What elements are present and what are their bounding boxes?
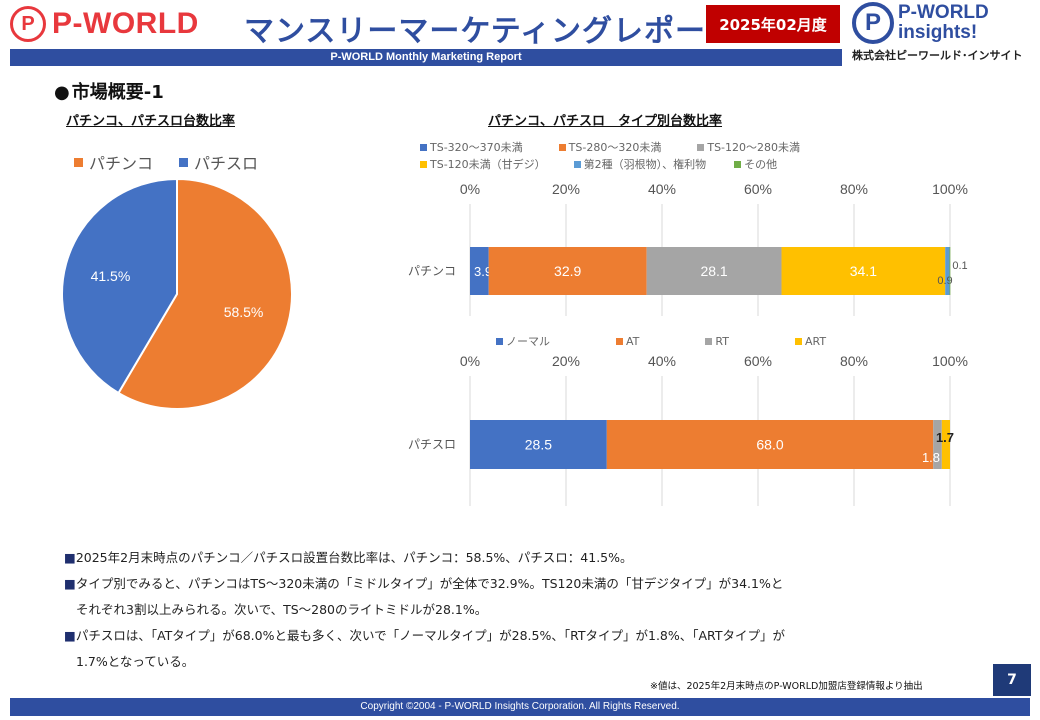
bar-data-label: 0.1 xyxy=(952,260,967,272)
legend-swatch xyxy=(74,157,83,167)
insights-logo-line1: P-WORLD xyxy=(898,2,989,23)
pie-legend: パチンコ パチスロ xyxy=(74,150,258,174)
pachinko-bar-chart: 0% 20% 40% 60% 80% 100% パチンコ 3.9 32.9 28.1 34.1 0.9… xyxy=(408,181,968,316)
pachislot-bar-chart: 0% 20% 40% 60% 80% 100% パチスロ 28.5 68.0 1.8 1.7 xyxy=(408,353,968,506)
pachinko-legend-row2: TS-120未満（甘デジ） 第2種（羽根物）、権利物 その他 xyxy=(420,156,777,172)
section-heading: 市場概要-1 xyxy=(54,78,164,104)
x-tick-label: 80% xyxy=(840,353,868,369)
bar-segment xyxy=(470,420,607,469)
bar-data-label: 0.9 xyxy=(937,275,952,287)
insights-logo-mark: P xyxy=(852,2,894,44)
bar-segment xyxy=(470,247,489,295)
report-title: マンスリーマーケティングレポート xyxy=(244,14,737,49)
subtitle-bar: P-WORLD Monthly Marketing Report xyxy=(10,49,842,66)
note-item-continuation: それぞれ3割以上みられる。次いで、TS～280のライトミドルが28.1%。 xyxy=(76,602,488,617)
legend-item: AT xyxy=(616,333,639,349)
pie-chart: 58.5% 41.5% xyxy=(61,177,293,410)
bar-data-label: 68.0 xyxy=(756,437,783,453)
source-footnote: ※値は、2025年2月末時点のP-WORLD加盟店登録情報より抽出 xyxy=(650,681,923,692)
bar-segment xyxy=(606,420,934,469)
bar-data-label: 28.5 xyxy=(525,437,552,453)
bar-data-label: 34.1 xyxy=(850,263,877,279)
pachinko-legend-row1: TS-320～370未満 TS-280～320未満 TS-120～280未満 xyxy=(420,139,800,155)
pie-data-label: 58.5% xyxy=(224,304,264,320)
bar-data-label: 1.8 xyxy=(922,450,940,465)
copyright-footer: Copyright ©2004 - P-WORLD Insights Corpo… xyxy=(10,698,1030,716)
pie-legend-item: パチスロ xyxy=(179,150,258,174)
pworld-logo-mark: P xyxy=(10,6,46,42)
bar-segment xyxy=(488,247,647,295)
legend-item: TS-320～370未満 xyxy=(420,139,523,155)
bar-segment xyxy=(781,247,946,295)
bar-data-label: 3.9 xyxy=(474,264,492,279)
bar-segment xyxy=(933,420,942,469)
bar-data-label: 1.7 xyxy=(936,430,954,445)
x-tick-label: 40% xyxy=(648,353,676,369)
pie-slice xyxy=(117,177,293,410)
insights-logo-line2: insights! xyxy=(898,22,978,43)
x-tick-label: 60% xyxy=(744,181,772,197)
x-tick-label: 80% xyxy=(840,181,868,197)
page-number: 7 xyxy=(993,664,1031,696)
pachislot-legend-row: ノーマル AT RT ART xyxy=(496,333,826,349)
note-item-continuation: 1.7%となっている。 xyxy=(76,654,195,669)
x-tick-label: 0% xyxy=(460,181,480,197)
note-item: パチスロは、「ATタイプ」が68.0%と最も多く、次いで「ノーマルタイプ」が28… xyxy=(64,623,944,649)
note-item: 2025年2月末時点のパチンコ／パチスロ設置台数比率は、パチンコ：58.5%、パ… xyxy=(64,545,944,571)
legend-item: 第2種（羽根物）、権利物 xyxy=(573,156,706,172)
legend-item: TS-280～320未満 xyxy=(558,139,661,155)
x-tick-label: 20% xyxy=(552,181,580,197)
legend-item: その他 xyxy=(734,156,777,172)
date-badge: 2025年02月度 xyxy=(706,5,840,43)
pie-slice xyxy=(61,177,178,395)
category-label: パチスロ xyxy=(408,438,456,452)
bar-chart-title: パチンコ、パチスロ タイプ別台数比率 xyxy=(488,114,723,129)
legend-item: TS-120未満（甘デジ） xyxy=(420,156,546,172)
pie-legend-item: パチンコ xyxy=(74,150,153,174)
pworld-insights-logo: P P-WORLD insights! 株式会社ピーワールド･インサイト xyxy=(852,2,1036,63)
legend-item: ノーマル xyxy=(496,333,550,349)
bar-data-label: 28.1 xyxy=(700,263,727,279)
bar-segment xyxy=(949,247,951,295)
bar-segment xyxy=(646,247,782,295)
x-tick-label: 0% xyxy=(460,353,480,369)
note-item: タイプ別でみると、パチンコはTS～320未満の「ミドルタイプ」が全体で32.9%… xyxy=(64,571,944,597)
bar-data-label: 32.9 xyxy=(554,263,581,279)
x-tick-label: 100% xyxy=(932,353,968,369)
pworld-logo-text: P-WORLD xyxy=(52,7,199,40)
pie-chart-title: パチンコ、パチスロ台数比率 xyxy=(66,114,236,129)
legend-swatch xyxy=(179,157,189,167)
notes: 2025年2月末時点のパチンコ／パチスロ設置台数比率は、パチンコ：58.5%、パ… xyxy=(64,545,944,675)
company-name: 株式会社ピーワールド･インサイト xyxy=(852,49,1023,62)
pworld-logo: P P-WORLD xyxy=(10,6,199,42)
category-label: パチンコ xyxy=(408,264,456,278)
legend-item: ART xyxy=(794,333,826,349)
x-tick-label: 20% xyxy=(552,353,580,369)
bar-segment xyxy=(945,247,950,295)
x-tick-label: 100% xyxy=(932,181,968,197)
pie-data-label: 41.5% xyxy=(91,268,131,284)
bar-segment xyxy=(941,420,950,469)
legend-item: RT xyxy=(705,333,729,349)
x-tick-label: 60% xyxy=(744,353,772,369)
x-tick-label: 40% xyxy=(648,181,676,197)
legend-item: TS-120～280未満 xyxy=(697,139,800,155)
